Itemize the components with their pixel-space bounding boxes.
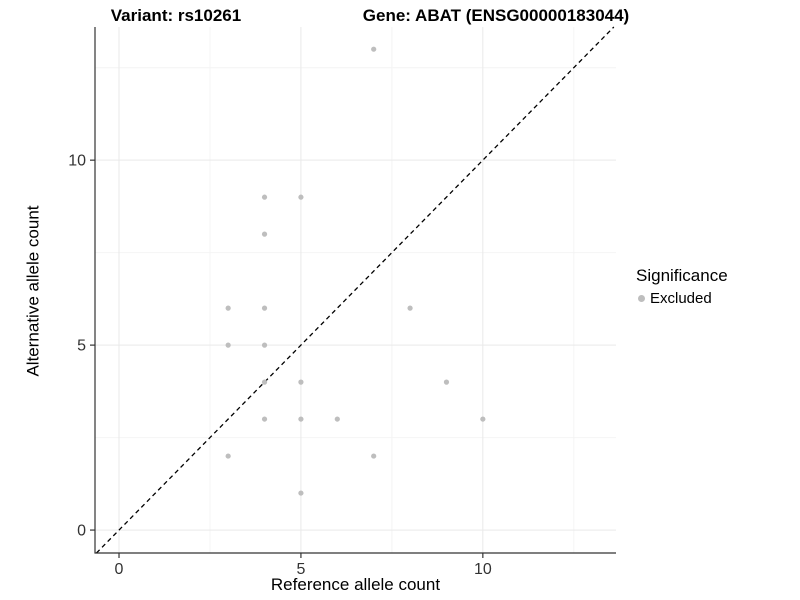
data-point bbox=[334, 416, 340, 422]
data-point bbox=[480, 416, 486, 422]
x-axis-title: Reference allele count bbox=[270, 575, 441, 594]
plot-title-gene: Gene: ABAT (ENSG00000183044) bbox=[362, 6, 630, 25]
legend-title: Significance bbox=[636, 266, 728, 285]
data-point bbox=[225, 453, 231, 459]
y-axis-title: Alternative allele count bbox=[23, 205, 43, 377]
legend: Significance Excluded bbox=[636, 266, 728, 307]
x-tick-label: 0 bbox=[115, 561, 124, 578]
data-point bbox=[298, 490, 304, 496]
data-point bbox=[371, 453, 377, 459]
data-point bbox=[298, 379, 304, 385]
x-tick-label: 10 bbox=[474, 561, 492, 578]
data-point bbox=[261, 231, 268, 237]
data-point bbox=[298, 194, 304, 200]
data-point bbox=[261, 305, 268, 311]
data-point bbox=[225, 342, 231, 348]
x-tick-label: 5 bbox=[296, 561, 305, 578]
data-point bbox=[443, 379, 450, 385]
y-tick-label: 5 bbox=[77, 338, 86, 355]
legend-item-label: Excluded bbox=[650, 290, 712, 307]
data-point bbox=[407, 305, 413, 311]
plot-title-variant: Variant: rs10261 bbox=[110, 6, 242, 25]
data-point bbox=[298, 416, 304, 422]
y-tick-label: 10 bbox=[68, 153, 86, 170]
data-point bbox=[261, 342, 268, 348]
data-point bbox=[225, 305, 231, 311]
data-point bbox=[261, 194, 268, 200]
data-point bbox=[371, 46, 377, 52]
data-point bbox=[261, 416, 268, 422]
data-point bbox=[261, 379, 268, 385]
y-tick-label: 0 bbox=[77, 523, 86, 540]
excluded-point-icon bbox=[638, 295, 645, 302]
identity-dashed-line bbox=[95, 26, 615, 554]
legend-item-excluded: Excluded bbox=[636, 290, 728, 307]
